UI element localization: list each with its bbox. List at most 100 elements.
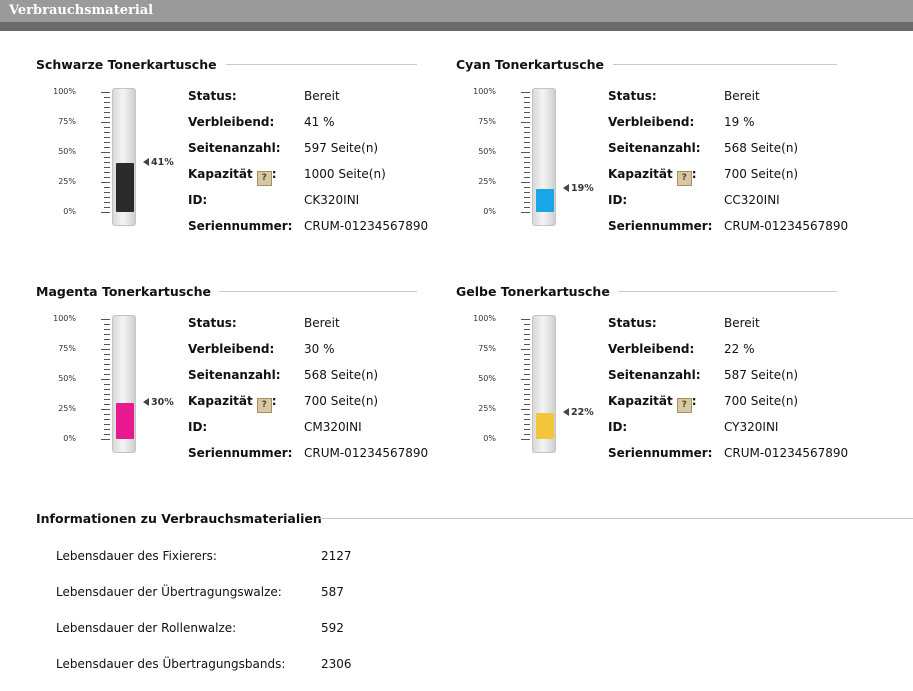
gauge-tick xyxy=(104,177,110,178)
gauge-scale-label: 25% xyxy=(58,404,76,413)
info-label: Seriennummer: xyxy=(608,446,713,460)
info-value: CK320INI xyxy=(304,193,360,207)
info-value: 700 Seite(n) xyxy=(724,394,799,408)
gauge-tick xyxy=(521,92,530,93)
gauge-scale-label: 100% xyxy=(53,87,76,96)
gauge-scale-label: 50% xyxy=(478,147,496,156)
gauge-scale-label: 50% xyxy=(58,374,76,383)
gauge-tick xyxy=(524,424,530,425)
gauge-tick xyxy=(101,379,110,380)
gauge-scale-label: 0% xyxy=(63,207,76,216)
gauge-tick xyxy=(104,102,110,103)
gauge-tick xyxy=(524,162,530,163)
gauge-tick xyxy=(524,399,530,400)
gauge-tick xyxy=(521,379,530,380)
info-label: Verbleibend: xyxy=(608,115,695,129)
gauge-tick xyxy=(524,434,530,435)
info-value: 19 % xyxy=(724,115,755,129)
gauge-scale-label: 50% xyxy=(478,374,496,383)
gauge-tick xyxy=(104,354,110,355)
gauge-scale-label: 25% xyxy=(478,404,496,413)
gauge-tick xyxy=(101,122,110,123)
gauge-tick xyxy=(104,339,110,340)
gauge-tick xyxy=(524,117,530,118)
toner-gauge-cyan: 100% 75% 50% 25% 0% 19% xyxy=(470,87,600,238)
info-label: Seriennummer: xyxy=(188,219,293,233)
info-label: ID: xyxy=(188,420,208,434)
help-icon[interactable]: ? xyxy=(676,171,692,186)
supply-value: 592 xyxy=(321,621,344,635)
gauge-tick xyxy=(524,192,530,193)
pointer-arrow-icon xyxy=(143,158,149,166)
gauge-tick xyxy=(101,439,110,440)
gauge-tick xyxy=(104,137,110,138)
gauge-tick xyxy=(101,152,110,153)
gauge-tick xyxy=(104,147,110,148)
gauge-tick xyxy=(524,429,530,430)
supply-value: 2127 xyxy=(321,549,352,563)
toner-level-label: 22% xyxy=(571,407,594,418)
help-icon[interactable]: ? xyxy=(256,398,272,413)
gauge-tick xyxy=(524,197,530,198)
toner-gauge-magenta: 100% 75% 50% 25% 0% 30% xyxy=(50,314,180,465)
gauge-tick xyxy=(524,147,530,148)
gauge-tick xyxy=(524,132,530,133)
gauge-tick xyxy=(521,439,530,440)
supply-label: Lebensdauer des Übertragungsbands: xyxy=(56,657,286,671)
supply-label: Lebensdauer der Übertragungswalze: xyxy=(56,585,282,599)
info-label: Kapazität?: xyxy=(188,167,277,186)
gauge-tick xyxy=(104,202,110,203)
gauge-tick xyxy=(524,202,530,203)
info-value: Bereit xyxy=(304,316,340,330)
gauge-scale-label: 0% xyxy=(483,434,496,443)
toner-level-fill-cyan xyxy=(536,189,554,212)
help-icon[interactable]: ? xyxy=(256,171,272,186)
pointer-arrow-icon xyxy=(143,398,149,406)
page-title: Verbrauchsmaterial xyxy=(9,3,154,18)
gauge-tick xyxy=(104,172,110,173)
supply-value: 587 xyxy=(321,585,344,599)
gauge-tick xyxy=(104,429,110,430)
gauge-tick xyxy=(104,359,110,360)
info-label: Status: xyxy=(188,89,237,103)
toner-level-pointer: 19% xyxy=(563,183,594,194)
gauge-tick xyxy=(104,344,110,345)
help-icon[interactable]: ? xyxy=(676,398,692,413)
gauge-scale-label: 0% xyxy=(63,434,76,443)
pointer-arrow-icon xyxy=(563,184,569,192)
gauge-tick xyxy=(521,319,530,320)
gauge-tick xyxy=(104,142,110,143)
gauge-tick xyxy=(524,339,530,340)
gauge-tick xyxy=(524,112,530,113)
gauge-tick xyxy=(104,167,110,168)
info-label: Kapazität?: xyxy=(608,167,697,186)
gauge-tick xyxy=(104,192,110,193)
info-value: 597 Seite(n) xyxy=(304,141,379,155)
info-label: Kapazität?: xyxy=(188,394,277,413)
gauge-tick xyxy=(101,212,110,213)
info-label: Status: xyxy=(608,89,657,103)
gauge-tick xyxy=(104,424,110,425)
gauge-tick xyxy=(101,319,110,320)
toner-level-label: 19% xyxy=(571,183,594,194)
cartridge-title-divider xyxy=(226,64,417,65)
gauge-tick xyxy=(101,409,110,410)
info-value: CRUM-01234567890 xyxy=(304,219,429,233)
gauge-tick xyxy=(524,142,530,143)
info-label: ID: xyxy=(608,420,628,434)
gauge-tick xyxy=(524,414,530,415)
gauge-tick xyxy=(524,207,530,208)
gauge-tick xyxy=(104,324,110,325)
gauge-scale-label: 100% xyxy=(473,314,496,323)
gauge-tick xyxy=(104,369,110,370)
gauge-tick xyxy=(104,187,110,188)
toner-level-pointer: 41% xyxy=(143,157,174,168)
info-value: CC320INI xyxy=(724,193,780,207)
supplies-section-title: Informationen zu Verbrauchsmaterialien xyxy=(36,511,322,526)
info-value: 1000 Seite(n) xyxy=(304,167,386,181)
gauge-tick xyxy=(104,329,110,330)
info-value: CRUM-01234567890 xyxy=(724,219,849,233)
gauge-scale-label: 75% xyxy=(58,344,76,353)
gauge-scale-label: 75% xyxy=(478,344,496,353)
supply-label: Lebensdauer des Fixierers: xyxy=(56,549,217,563)
